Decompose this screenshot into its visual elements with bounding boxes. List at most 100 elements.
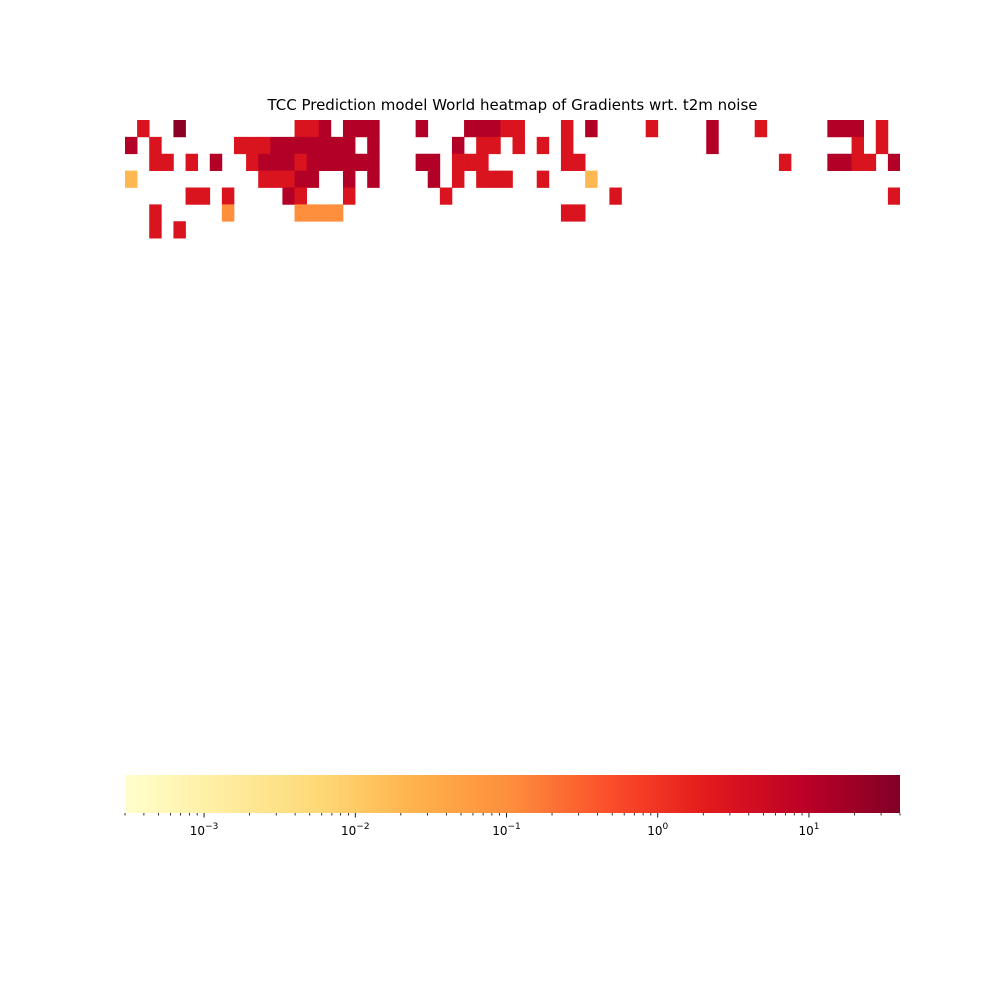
heatmap-cell [706,136,719,155]
heatmap-cell [342,153,356,171]
heatmap-cell [512,120,525,138]
heatmap-cell [367,120,380,138]
heatmap-cell [573,153,586,171]
heatmap-cell [306,204,320,222]
heatmap-cell [125,170,138,188]
heatmap-cell [536,136,550,155]
heatmap-cell [318,136,332,155]
colorbar: 10−3 10−2 10−1 100 101 [124,775,901,838]
heatmap-cell [851,120,865,138]
heatmap-cell [464,120,477,138]
heatmap-cell [560,136,574,155]
heatmap-cell [318,120,332,138]
heatmap-cell [282,170,295,188]
heatmap-cell [415,153,429,171]
heatmap-cell [476,120,489,138]
heatmap-cell [306,136,320,155]
heatmap-cell [476,153,489,171]
heatmap-cell [246,153,259,171]
heatmap-cell [573,204,586,222]
heatmap-cell [367,153,380,171]
heatmap-cell [282,187,295,205]
heatmap-cell [294,204,307,222]
heatmap-cell [282,153,295,171]
heatmap-cell [839,120,852,138]
colorbar-tick-label: 10−1 [492,822,521,838]
heatmap-cell [512,136,525,155]
heatmap-cell [367,136,380,155]
heatmap-cell [306,170,320,188]
heatmap-cell [476,136,489,155]
heatmap-cell [875,120,889,138]
heatmap-cell [875,136,889,155]
heatmap-cell [330,153,344,171]
heatmap-cell [585,120,598,138]
heatmap-cell [500,120,513,138]
heatmap-cell [778,153,792,171]
heatmap-cell [161,153,174,171]
heatmap-cell [209,153,223,171]
heatmap-cell [294,153,307,171]
heatmap-cell [342,136,356,155]
heatmap-cell [342,170,356,188]
heatmap-cell [355,153,368,171]
colorbar-gradient [125,775,900,813]
heatmap-cell [476,170,489,188]
heatmap-cell [306,120,320,138]
heatmap-cell [585,170,598,188]
heatmap-cell [149,204,162,222]
colorbar-tick-label: 10−2 [341,822,370,838]
heatmap-cell [149,221,162,239]
heatmap-cell [233,136,247,155]
heatmap-cell [149,153,162,171]
heatmap-cell [197,187,211,205]
colorbar-tick-label: 100 [647,822,668,838]
heatmap-cell [427,170,441,188]
heatmap-cell [451,170,465,188]
chart-title: TCC Prediction model World heatmap of Gr… [267,96,758,114]
heatmap-cell [258,170,271,188]
heatmap-cell [887,153,900,171]
heatmap-cell [282,136,295,155]
heatmap-cell [125,136,138,155]
heatmap-cell [246,136,259,155]
heatmap-cell [185,187,199,205]
heatmap-cell [560,204,574,222]
heatmap-cell [137,120,150,138]
heatmap-cell [330,204,344,222]
heatmap-cell [342,187,356,205]
heatmap-cell [355,120,368,138]
heatmap-cell [258,153,271,171]
heatmap-cell [270,136,283,155]
heatmap-cell [827,120,840,138]
heatmap-cell [887,187,900,205]
heatmap-cell [294,187,307,205]
heatmap-cell [149,136,162,155]
heatmap-cell [185,153,199,171]
heatmap-cell [330,136,344,155]
heatmap-cell [342,120,356,138]
heatmap-cell [488,120,501,138]
heatmap-cell [851,153,865,171]
heatmap-cell [270,170,283,188]
colorbar-ticks: 10−3 10−2 10−1 100 101 [124,813,901,838]
heatmap-cell [173,120,186,138]
heatmap-cell [258,136,271,155]
heatmap-cell [827,153,840,171]
heatmap-cell [488,170,501,188]
heatmap-cell [706,120,719,138]
heatmap-cell [560,153,574,171]
heatmap-cell [536,170,550,188]
heatmap-cell [367,170,380,188]
heatmap-cell [851,136,865,155]
heatmap-cell [609,187,622,205]
heatmap [125,120,900,239]
heatmap-cell [863,153,877,171]
heatmap-cell [754,120,768,138]
heatmap-cell [560,120,574,138]
colorbar-tick-label: 10−3 [190,822,219,838]
heatmap-cell [221,187,235,205]
heatmap-cell [306,153,320,171]
heatmap-cell [318,153,332,171]
heatmap-cell [294,120,307,138]
